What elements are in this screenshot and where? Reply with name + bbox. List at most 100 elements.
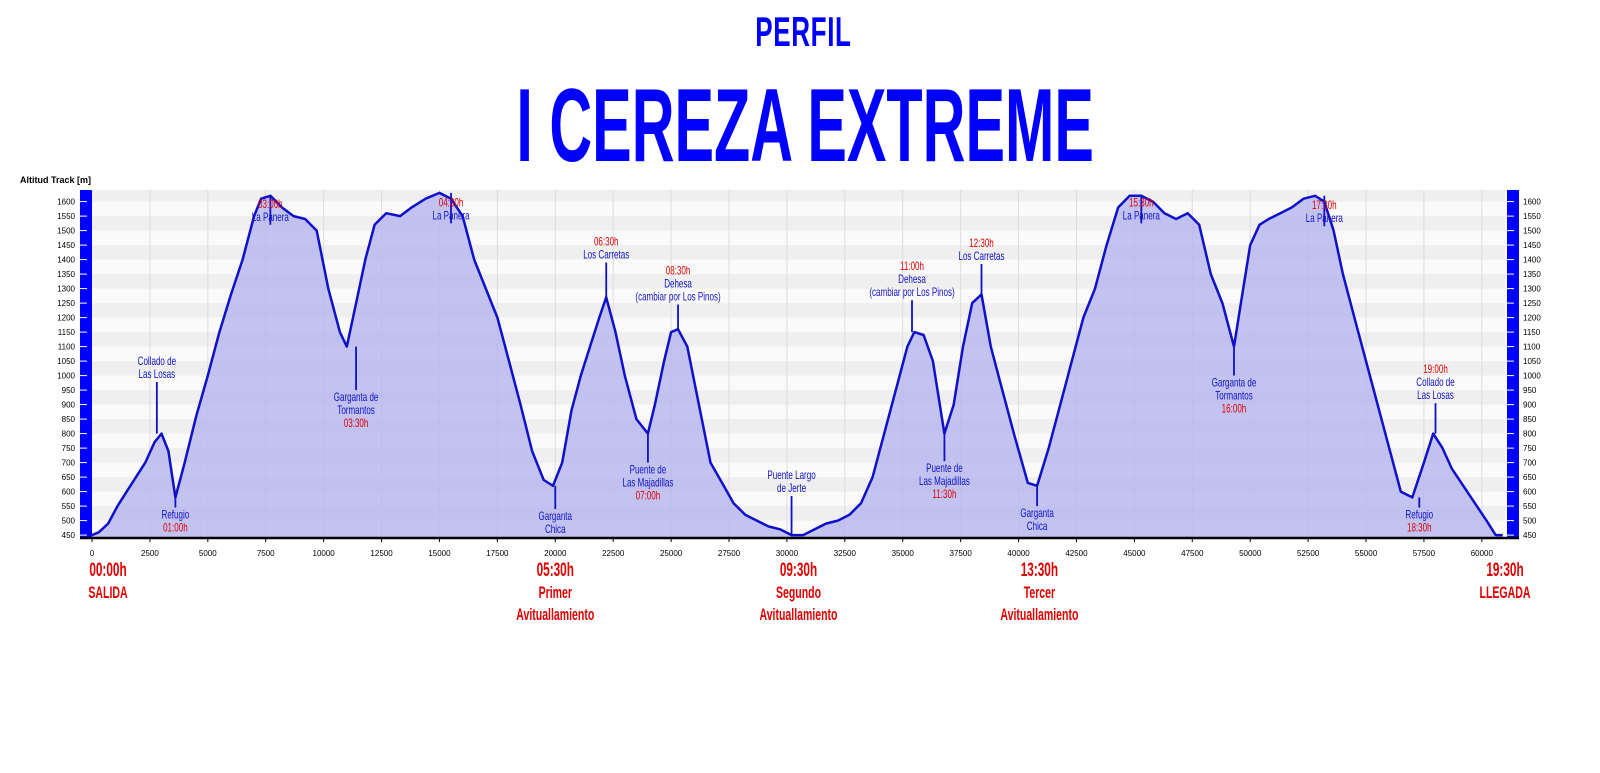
x-tick-label: 5000 (199, 549, 217, 558)
y-tick-label-left: 750 (62, 444, 76, 453)
annotation-label: Las Majadillas (919, 476, 970, 489)
y-tick-label-left: 850 (62, 415, 76, 424)
annotation-label: La Panera (1123, 210, 1160, 223)
y-tick-label-left: 550 (62, 502, 76, 511)
checkpoint-label: Avituallamiento (760, 604, 838, 623)
x-tick-label: 35000 (892, 549, 915, 558)
y-tick-label-right: 1550 (1523, 212, 1541, 221)
annotation-time: 11:30h (932, 489, 956, 502)
x-tick-label: 52500 (1297, 549, 1320, 558)
annotation-label: Refugio (162, 509, 190, 522)
annotation-label: Tormantos (1215, 390, 1253, 403)
annotation-label: Dehesa (664, 278, 692, 291)
y-tick-label-left: 1550 (57, 212, 75, 221)
y-tick-label-right: 800 (1523, 430, 1537, 439)
y-tick-label-right: 1000 (1523, 372, 1541, 381)
checkpoint-label: Avituallamiento (516, 604, 594, 623)
y-tick-label-right: 700 (1523, 459, 1537, 468)
y-tick-label-right: 1100 (1523, 343, 1541, 352)
x-tick-label: 12500 (370, 549, 393, 558)
y-tick-label-right: 1500 (1523, 227, 1541, 236)
y-tick-label-right: 850 (1523, 415, 1537, 424)
checkpoint-time: 19:30h (1486, 560, 1523, 580)
y-axis-label: Altitud Track [m] (20, 175, 92, 185)
y-tick-label-right: 750 (1523, 444, 1537, 453)
right-axis-bar (1507, 190, 1519, 538)
y-tick-label-left: 1450 (57, 241, 75, 250)
checkpoint-label: SALIDA (88, 582, 127, 601)
checkpoint-time: 09:30h (780, 560, 817, 580)
checkpoint-labels: 00:00h SALIDA 05:30h Primer Avituallamiento 0… (88, 560, 1530, 623)
annotation-label: La Panera (433, 210, 470, 223)
chart-title: I CEREZA EXTREME (516, 68, 1094, 184)
y-tick-label-left: 1350 (57, 270, 75, 279)
x-tick-label: 22500 (602, 549, 625, 558)
elevation-area (92, 192, 1503, 538)
annotation-label: Collado de (138, 356, 177, 369)
y-tick-label-right: 950 (1523, 386, 1537, 395)
y-tick-label-right: 1400 (1523, 256, 1541, 265)
checkpoint-time: 05:30h (537, 560, 574, 580)
y-tick-label-left: 700 (62, 459, 76, 468)
y-tick-label-right: 1300 (1523, 285, 1541, 294)
x-tick-label: 2500 (141, 549, 159, 558)
x-tick-label: 15000 (428, 549, 451, 558)
y-tick-label-left: 1000 (57, 372, 75, 381)
annotation-label: Garganta (1020, 508, 1054, 521)
y-tick-label-left: 1400 (57, 256, 75, 265)
y-tick-label-left: 950 (62, 386, 76, 395)
annotation-time: 03:00h (258, 199, 283, 212)
x-tick-label: 37500 (950, 549, 973, 558)
y-tick-label-right: 450 (1523, 531, 1537, 540)
y-tick-label-right: 1050 (1523, 357, 1541, 366)
y-tick-label-right: 1450 (1523, 241, 1541, 250)
checkpoint-time: 00:00h (89, 560, 126, 580)
checkpoint-label: LLEGADA (1480, 582, 1531, 601)
x-tick-label: 55000 (1355, 549, 1378, 558)
x-tick-label: 25000 (660, 549, 683, 558)
annotation-time: 06:30h (594, 236, 619, 249)
checkpoint-label: Tercer (1024, 582, 1056, 601)
axes: 450 450 500 500 550 550 600 600 650 650 700 700 750 7… (57, 190, 1541, 558)
annotation-label: La Panera (1306, 213, 1343, 226)
annotation-label: Garganta (539, 511, 573, 524)
annotation-label: Garganta de (1212, 377, 1257, 390)
x-tick-label: 17500 (486, 549, 509, 558)
checkpoint-label: Avituallamiento (1000, 604, 1078, 623)
y-tick-label-right: 1150 (1523, 328, 1541, 337)
annotation-label: (cambiar por Los Pinos) (635, 291, 720, 304)
annotation-label: Dehesa (898, 274, 926, 287)
elevation-line (91, 191, 1503, 537)
y-tick-label-right: 1250 (1523, 299, 1541, 308)
x-tick-label: 45000 (1123, 549, 1146, 558)
annotation-label: Collado de (1416, 377, 1455, 390)
x-tick-label: 30000 (776, 549, 799, 558)
annotation-time: 15:30h (1129, 197, 1154, 210)
y-tick-label-left: 600 (62, 488, 76, 497)
annotation-label: La Panera (252, 212, 289, 225)
y-tick-label-left: 800 (62, 430, 76, 439)
annotation-label: Garganta de (334, 392, 379, 405)
annotation-label: Chica (545, 524, 566, 537)
annotation-time: 12:30h (969, 238, 994, 251)
annotation-label: Los Carretas (958, 251, 1004, 264)
annotation-label: Las Losas (1417, 390, 1454, 403)
x-tick-label: 50000 (1239, 549, 1262, 558)
x-tick-label: 27500 (718, 549, 741, 558)
y-tick-label-left: 650 (62, 473, 76, 482)
annotation-label: Puente de (926, 463, 963, 476)
y-tick-label-left: 900 (62, 401, 76, 410)
annotation-label: Los Carretas (583, 249, 629, 262)
y-tick-label-left: 500 (62, 517, 76, 526)
y-tick-label-right: 550 (1523, 502, 1537, 511)
checkpoint-time: 13:30h (1021, 560, 1058, 580)
x-tick-label: 60000 (1471, 549, 1494, 558)
annotation-label: Refugio (1405, 509, 1433, 522)
y-tick-label-left: 1600 (57, 198, 75, 207)
annotation-time: 16:00h (1222, 403, 1247, 416)
y-tick-label-left: 1100 (58, 343, 76, 352)
annotation-time: 17:30h (1312, 200, 1337, 213)
y-tick-label-left: 1500 (57, 227, 75, 236)
